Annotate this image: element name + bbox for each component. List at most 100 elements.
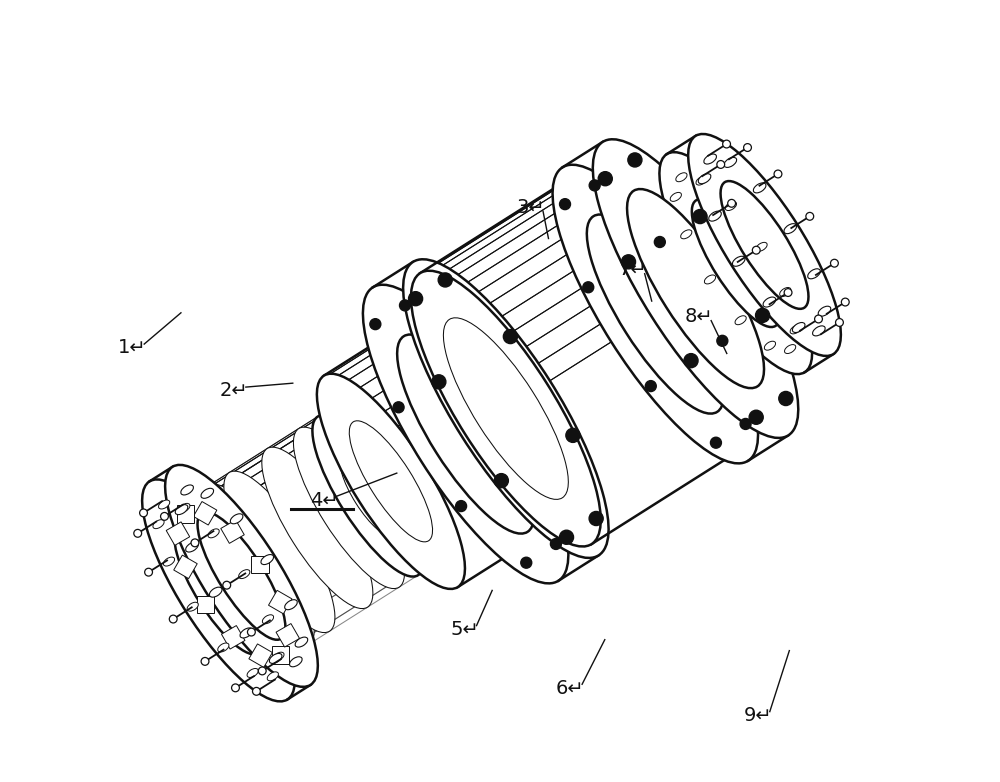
Circle shape [589,511,603,526]
Ellipse shape [670,192,681,202]
Ellipse shape [709,211,721,221]
Circle shape [693,210,707,224]
Circle shape [628,153,642,167]
Ellipse shape [392,326,540,542]
Circle shape [503,329,517,343]
Ellipse shape [721,181,808,309]
Ellipse shape [763,297,776,307]
Ellipse shape [181,485,193,495]
Ellipse shape [247,669,258,677]
Ellipse shape [218,643,229,652]
Circle shape [438,273,452,287]
Circle shape [744,144,751,152]
Ellipse shape [443,317,568,500]
Circle shape [191,539,199,547]
Ellipse shape [175,526,262,655]
Ellipse shape [363,285,568,583]
Ellipse shape [784,224,797,234]
Ellipse shape [267,672,278,681]
Ellipse shape [317,374,465,589]
Circle shape [654,236,665,247]
Ellipse shape [187,602,198,612]
Ellipse shape [153,520,164,529]
Ellipse shape [214,536,269,616]
Circle shape [774,170,782,178]
Circle shape [717,335,728,346]
Ellipse shape [224,471,335,633]
Ellipse shape [676,173,687,181]
Ellipse shape [593,223,718,405]
Text: 4↵: 4↵ [310,491,338,510]
Circle shape [756,308,770,322]
Text: 5↵: 5↵ [450,620,479,639]
Bar [272,646,289,663]
Bar [221,626,245,649]
Ellipse shape [698,174,711,184]
Ellipse shape [437,309,574,508]
Circle shape [831,260,838,267]
Ellipse shape [560,176,750,452]
Ellipse shape [813,326,825,336]
Ellipse shape [724,157,737,167]
Bar [276,623,300,647]
Circle shape [134,529,142,537]
Ellipse shape [239,569,250,579]
Bar [221,520,244,543]
Ellipse shape [179,504,190,512]
Ellipse shape [681,230,692,239]
Ellipse shape [735,316,746,325]
Ellipse shape [792,322,805,332]
Ellipse shape [349,421,433,542]
Ellipse shape [756,242,767,251]
Circle shape [723,140,730,148]
Ellipse shape [397,335,534,533]
Ellipse shape [627,189,764,388]
Circle shape [749,411,763,425]
Circle shape [740,418,751,429]
Text: 8↵: 8↵ [685,307,714,326]
Ellipse shape [186,495,297,657]
Ellipse shape [175,504,188,515]
Ellipse shape [818,307,831,316]
Circle shape [494,474,508,488]
Ellipse shape [725,202,737,210]
Text: 2↵: 2↵ [220,382,248,400]
Bar [193,501,217,525]
Ellipse shape [203,484,314,646]
Ellipse shape [692,199,780,327]
Ellipse shape [163,557,175,566]
Ellipse shape [704,275,716,284]
Text: 9↵: 9↵ [744,706,772,725]
Circle shape [169,615,177,623]
Ellipse shape [340,455,396,536]
Ellipse shape [424,374,507,494]
Circle shape [560,199,570,210]
Circle shape [140,509,147,517]
Ellipse shape [285,600,297,610]
Ellipse shape [732,256,745,267]
Ellipse shape [295,637,308,647]
Text: 1↵: 1↵ [118,339,147,357]
Text: 6↵: 6↵ [556,679,585,698]
Circle shape [836,318,843,326]
Circle shape [258,667,266,675]
Circle shape [253,687,260,695]
Ellipse shape [208,529,219,538]
Bar [269,590,292,614]
Ellipse shape [696,176,707,185]
Ellipse shape [198,512,285,640]
Circle shape [841,298,849,306]
Ellipse shape [269,654,282,663]
Ellipse shape [159,500,170,509]
Circle shape [223,581,231,589]
Ellipse shape [290,657,302,667]
Circle shape [161,512,168,520]
Ellipse shape [593,139,798,438]
Circle shape [559,530,574,544]
Ellipse shape [186,542,198,552]
Bar [174,555,197,579]
Ellipse shape [262,615,274,624]
Circle shape [247,628,255,636]
Circle shape [527,455,538,466]
Bar [177,505,194,522]
